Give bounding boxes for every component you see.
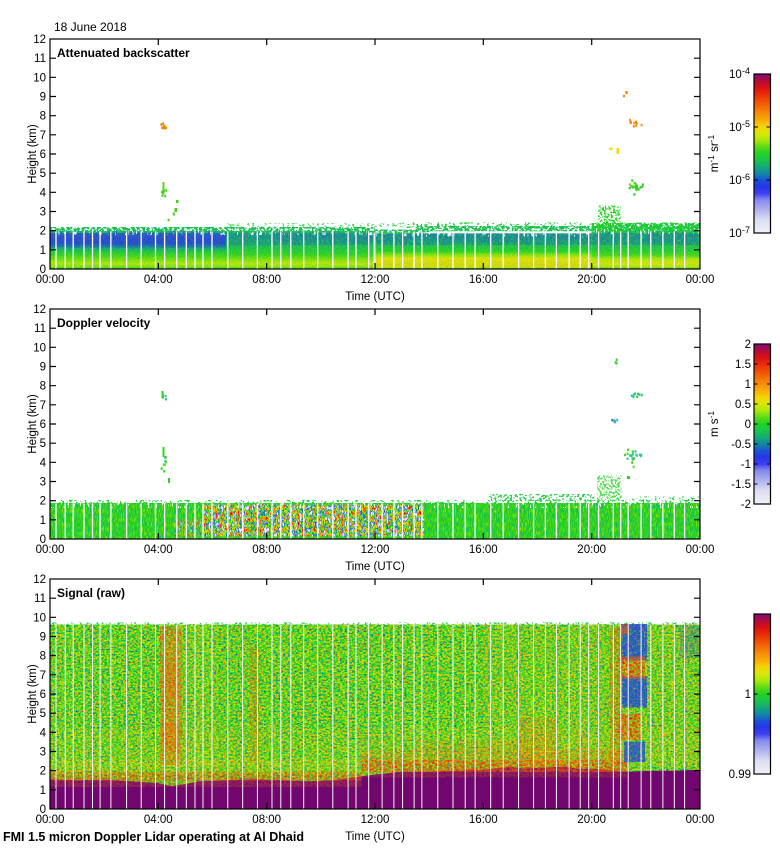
svg-text:0.5: 0.5 [735,399,751,411]
svg-text:12: 12 [33,34,46,46]
svg-text:12: 12 [33,304,46,316]
svg-text:12: 12 [33,574,46,586]
svg-text:-5: -5 [742,119,750,129]
svg-text:0: 0 [40,264,46,276]
svg-text:Height (km): Height (km) [27,664,39,724]
svg-text:Time (UTC): Time (UTC) [345,291,405,303]
svg-text:9: 9 [40,362,46,374]
svg-text:5: 5 [40,438,46,450]
svg-text:04:00: 04:00 [144,274,173,286]
svg-text:FMI 1.5 micron Doppler Lidar o: FMI 1.5 micron Doppler Lidar operating a… [3,830,304,844]
svg-text:Attenuated backscatter: Attenuated backscatter [57,46,190,60]
svg-text:16:00: 16:00 [469,814,498,826]
svg-text:4: 4 [40,457,47,469]
svg-text:10: 10 [729,175,742,187]
svg-text:00:00: 00:00 [686,814,715,826]
svg-text:9: 9 [40,92,46,104]
svg-text:08:00: 08:00 [252,274,281,286]
svg-text:1: 1 [40,515,46,527]
svg-text:00:00: 00:00 [36,814,65,826]
svg-text:-4: -4 [742,66,750,76]
svg-text:Height (km): Height (km) [27,124,39,184]
svg-text:Time (UTC): Time (UTC) [345,561,405,573]
svg-text:00:00: 00:00 [686,544,715,556]
svg-text:0: 0 [40,804,46,816]
svg-text:6: 6 [40,419,46,431]
svg-text:1: 1 [745,689,751,701]
svg-text:00:00: 00:00 [36,274,65,286]
svg-text:10: 10 [33,342,46,354]
svg-text:4: 4 [40,187,47,199]
svg-text:m-1 sr-1: m-1 sr-1 [706,134,721,172]
svg-text:11: 11 [34,323,46,335]
svg-text:-0.5: -0.5 [731,439,751,451]
svg-text:1.5: 1.5 [735,359,751,371]
svg-text:Time (UTC): Time (UTC) [345,831,405,843]
svg-text:11: 11 [34,593,46,605]
svg-text:7: 7 [40,130,46,142]
svg-text:1: 1 [40,785,46,797]
svg-text:0: 0 [40,534,46,546]
svg-text:2: 2 [40,226,46,238]
svg-text:00:00: 00:00 [686,274,715,286]
svg-text:9: 9 [40,632,46,644]
svg-text:10: 10 [33,72,46,84]
svg-text:2: 2 [745,339,751,351]
svg-text:3: 3 [40,207,46,219]
svg-text:0.99: 0.99 [729,769,751,781]
svg-text:18 June 2018: 18 June 2018 [54,20,127,34]
svg-text:10: 10 [729,69,742,81]
svg-text:8: 8 [40,651,46,663]
svg-text:Signal (raw): Signal (raw) [57,586,125,600]
svg-text:12:00: 12:00 [361,814,390,826]
svg-text:5: 5 [40,708,46,720]
svg-text:3: 3 [40,747,46,759]
svg-text:10: 10 [729,228,742,240]
svg-text:20:00: 20:00 [577,814,606,826]
svg-text:Doppler velocity: Doppler velocity [57,316,151,330]
svg-text:1: 1 [745,379,751,391]
svg-text:20:00: 20:00 [577,274,606,286]
svg-text:10: 10 [33,612,46,624]
svg-text:7: 7 [40,400,46,412]
svg-text:Height (km): Height (km) [27,394,39,454]
svg-text:04:00: 04:00 [144,544,173,556]
svg-text:6: 6 [40,689,46,701]
svg-text:-1: -1 [741,459,751,471]
svg-text:16:00: 16:00 [469,544,498,556]
svg-text:5: 5 [40,168,46,180]
svg-text:4: 4 [40,727,47,739]
svg-text:2: 2 [40,766,46,778]
svg-text:8: 8 [40,111,46,123]
svg-text:6: 6 [40,149,46,161]
svg-text:04:00: 04:00 [144,814,173,826]
svg-text:7: 7 [40,670,46,682]
svg-text:20:00: 20:00 [577,544,606,556]
svg-text:3: 3 [40,477,46,489]
svg-text:00:00: 00:00 [36,544,65,556]
svg-text:08:00: 08:00 [252,814,281,826]
svg-text:16:00: 16:00 [469,274,498,286]
svg-text:12:00: 12:00 [361,274,390,286]
svg-text:10: 10 [729,122,742,134]
svg-text:08:00: 08:00 [252,544,281,556]
svg-text:0: 0 [745,419,751,431]
svg-text:11: 11 [34,53,46,65]
svg-text:-2: -2 [741,499,751,511]
svg-text:-7: -7 [742,225,750,235]
svg-text:12:00: 12:00 [361,544,390,556]
svg-text:8: 8 [40,381,46,393]
svg-text:-6: -6 [742,172,750,182]
svg-text:-1.5: -1.5 [731,479,751,491]
svg-text:1: 1 [40,245,46,257]
svg-text:2: 2 [40,496,46,508]
